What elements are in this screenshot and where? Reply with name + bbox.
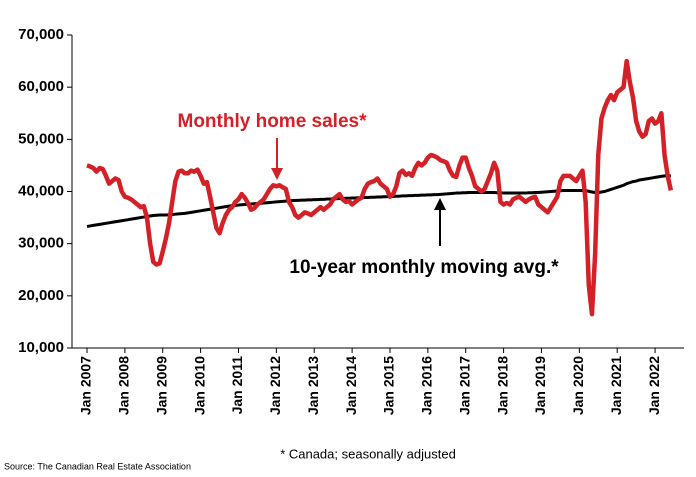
x-tick-label: Jan 2013: [305, 356, 321, 415]
plot-area: [86, 58, 674, 317]
x-tick-label: Jan 2014: [343, 356, 359, 415]
x-tick-label: Jan 2021: [608, 356, 624, 415]
x-tick-label: Jan 2018: [494, 356, 510, 415]
annotation-arrowhead: [434, 198, 446, 210]
x-tick-label: Jan 2011: [229, 356, 245, 415]
x-tick-label: Jan 2020: [570, 356, 586, 415]
series-line: [86, 58, 674, 317]
x-tick-label: Jan 2022: [646, 356, 662, 415]
y-tick-label: 50,000: [18, 130, 64, 147]
x-tick-label: Jan 2017: [456, 356, 472, 415]
x-tick-label: Jan 2019: [532, 356, 548, 415]
x-tick-label: Jan 2010: [191, 356, 207, 415]
series-annotation: 10-year monthly moving avg.*: [289, 257, 559, 278]
annotation-arrowhead: [271, 168, 283, 180]
x-tick-label: Jan 2015: [381, 356, 397, 415]
series-annotation: Monthly home sales*: [178, 111, 368, 132]
source: Source: The Canadian Real Estate Associa…: [4, 461, 191, 471]
x-tick-label: Jan 2012: [267, 356, 283, 415]
x-tick-label: Jan 2009: [153, 356, 169, 415]
x-tick-label: Jan 2007: [78, 356, 94, 415]
y-tick-label: 40,000: [18, 182, 64, 199]
footnote: * Canada; seasonally adjusted: [280, 446, 456, 461]
x-tick-label: Jan 2008: [116, 356, 132, 415]
y-tick-label: 20,000: [18, 287, 64, 304]
y-tick-label: 60,000: [18, 78, 64, 95]
series-line: [86, 174, 671, 228]
x-tick-label: Jan 2016: [419, 356, 435, 415]
y-tick-label: 70,000: [18, 26, 64, 43]
y-tick-label: 10,000: [18, 339, 64, 356]
y-tick-label: 30,000: [18, 235, 64, 252]
